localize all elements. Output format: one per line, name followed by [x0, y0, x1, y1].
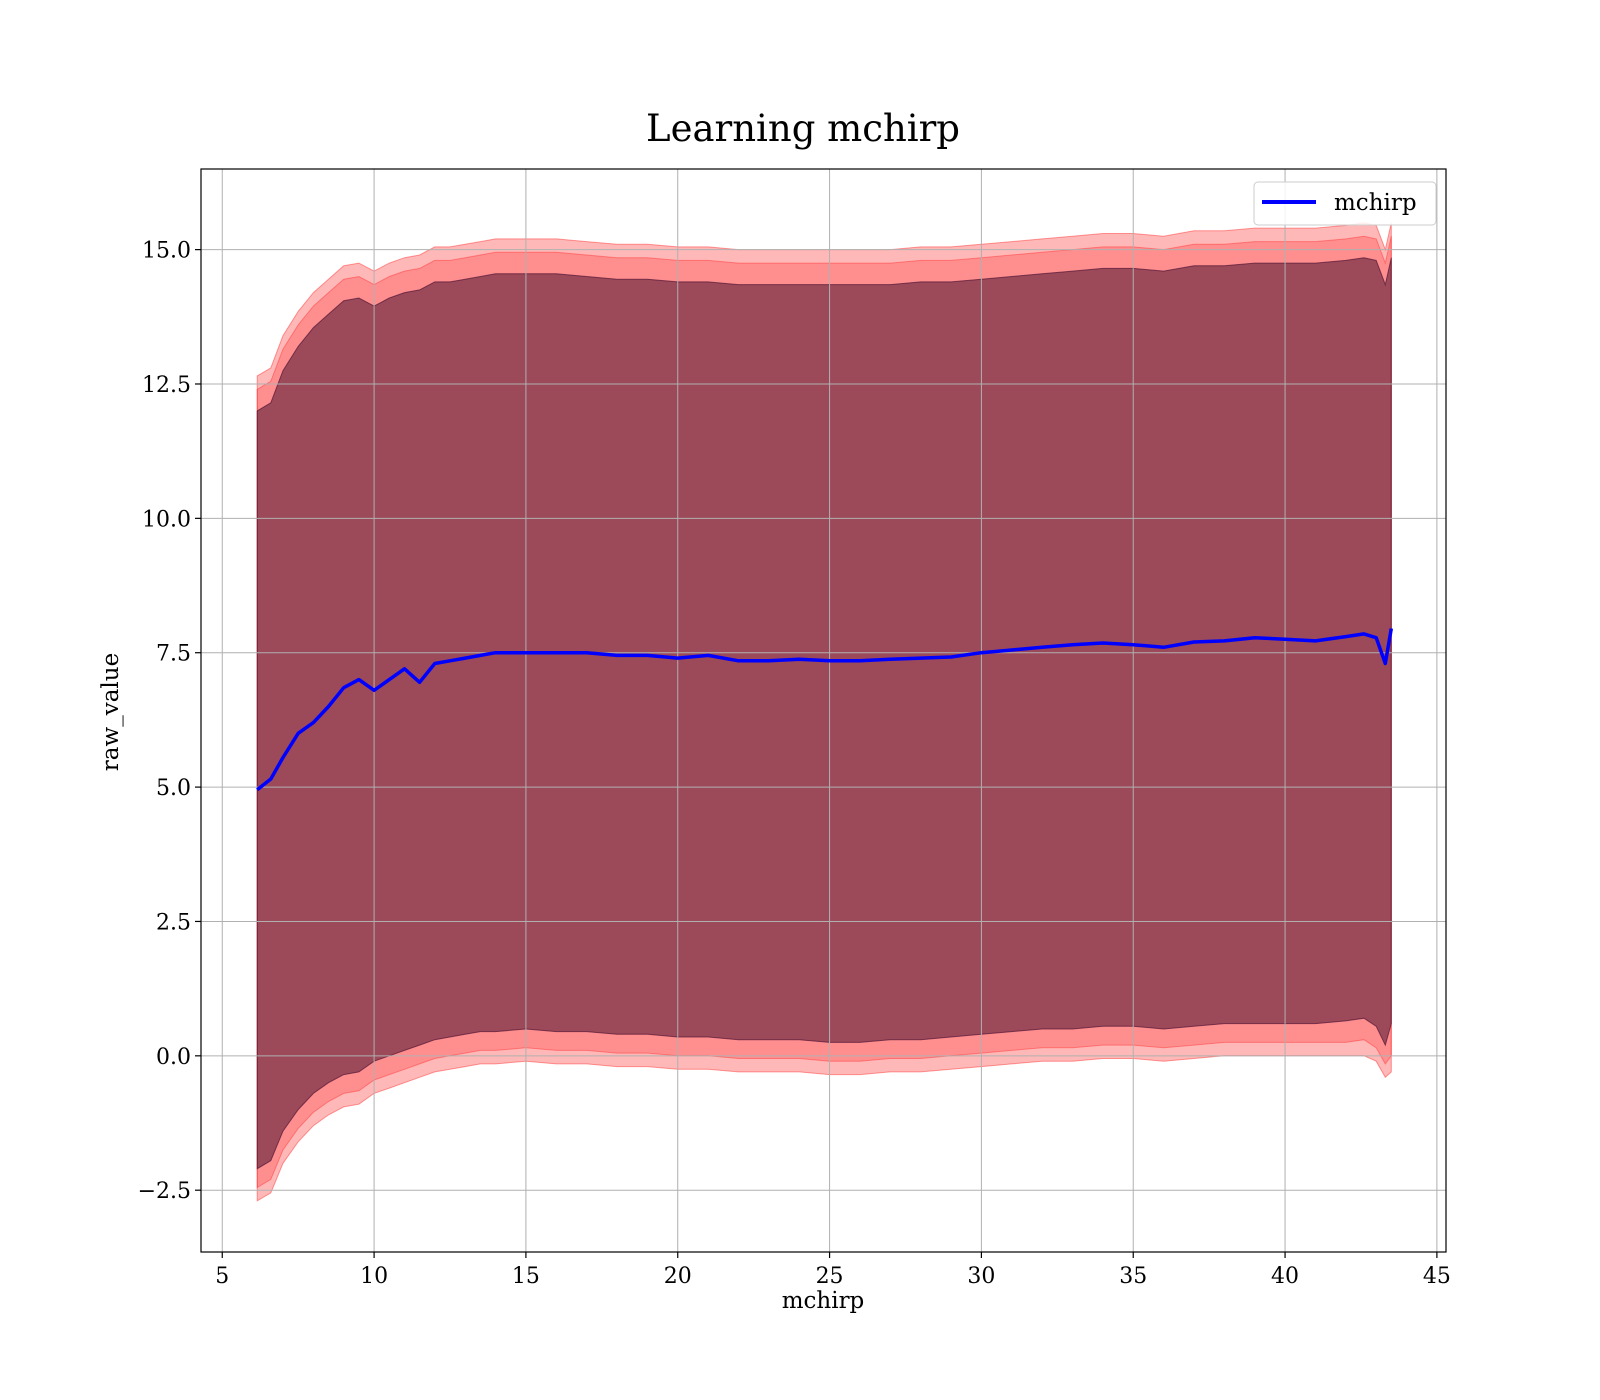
legend: mchirp [1253, 181, 1437, 226]
y-tick-label: 5.0 [156, 776, 191, 801]
x-axis-label: mchirp [782, 1288, 865, 1314]
x-tick-label: 25 [816, 1264, 844, 1289]
y-tick-label: 10.0 [142, 507, 191, 532]
y-tick-label: 15.0 [142, 239, 191, 264]
y-tick-label: 0.0 [156, 1045, 191, 1070]
x-tick-label: 15 [512, 1264, 540, 1289]
y-tick-label: 12.5 [142, 373, 191, 398]
chart-title: Learning mchirp [646, 107, 960, 150]
x-tick-label: 40 [1271, 1264, 1299, 1289]
x-tick-label: 35 [1119, 1264, 1147, 1289]
x-tick-label: 45 [1423, 1264, 1451, 1289]
series-line-mchirp [256, 628, 1394, 792]
x-tick-label: 5 [215, 1264, 229, 1289]
x-tick-label: 30 [967, 1264, 995, 1289]
confidence-bands [256, 222, 1392, 1202]
y-axis: −2.5 0.0 2.5 5.0 7.5 10.0 12.5 15.0 [138, 239, 201, 1204]
plot-frame [200, 168, 1447, 1253]
legend-label-mchirp: mchirp [1334, 190, 1417, 216]
y-tick-label: −2.5 [138, 1179, 191, 1204]
y-tick-label: 2.5 [156, 910, 191, 935]
confidence-band-3 [256, 257, 1392, 1170]
series-lines [256, 628, 1394, 792]
x-tick-label: 20 [664, 1264, 692, 1289]
y-tick-label: 7.5 [156, 642, 191, 667]
legend-box [1253, 181, 1437, 226]
x-axis: 5 10 15 20 25 30 35 40 45 [215, 1252, 1451, 1289]
x-tick-label: 10 [360, 1264, 388, 1289]
y-axis-label: raw_value [98, 653, 124, 771]
grid-lines [201, 169, 1446, 1252]
plot-area [200, 168, 1447, 1253]
